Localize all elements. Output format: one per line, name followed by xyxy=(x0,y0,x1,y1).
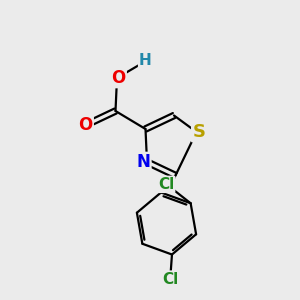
Text: Cl: Cl xyxy=(158,177,174,192)
Text: S: S xyxy=(192,123,206,141)
Text: O: O xyxy=(111,69,126,87)
Text: O: O xyxy=(78,116,93,134)
Text: Cl: Cl xyxy=(162,272,178,286)
Text: H: H xyxy=(139,53,152,68)
Text: N: N xyxy=(136,153,150,171)
